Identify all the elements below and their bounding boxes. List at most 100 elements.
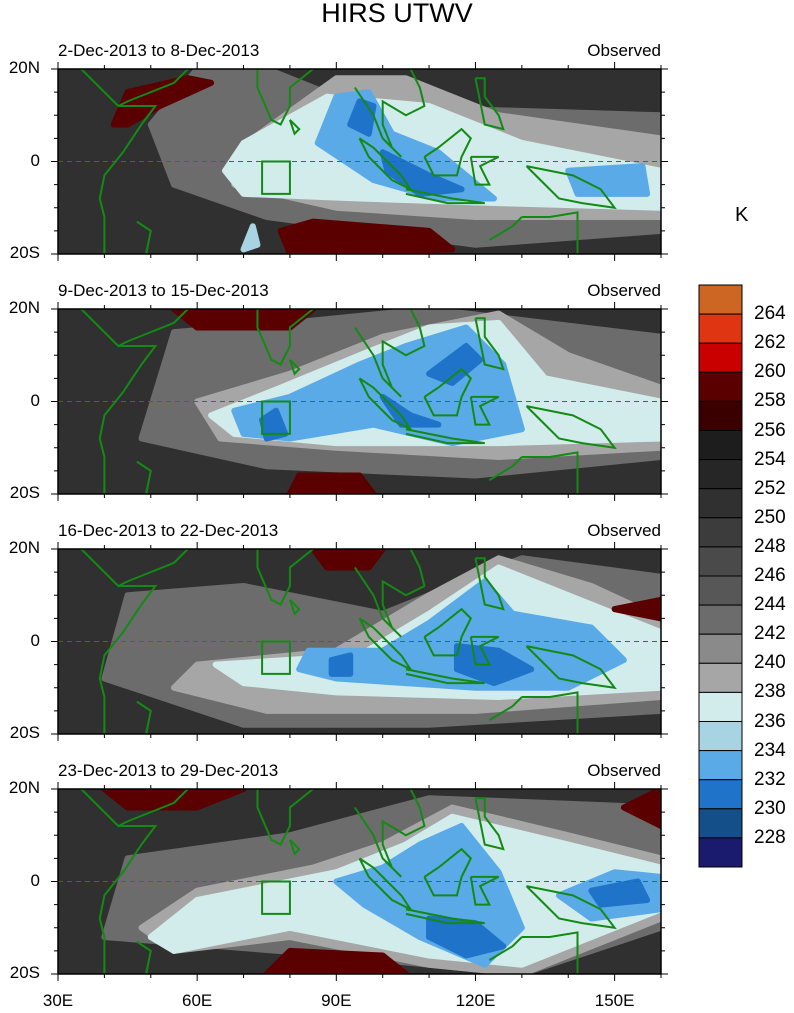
colorbar-swatch (698, 400, 743, 431)
colorbar-swatch (698, 779, 743, 810)
x-tick-label: 60E (182, 991, 213, 1010)
coastline (469, 155, 500, 186)
coastline (354, 789, 426, 878)
colorbar-swatch (698, 313, 743, 344)
colorbar-label: 232 (754, 768, 786, 790)
index-box (261, 400, 291, 435)
y-tick-label: 20N (8, 778, 40, 797)
colorbar-label: 252 (754, 477, 786, 499)
index-box (261, 640, 291, 675)
y-tick-label: 0 (30, 150, 40, 170)
x-tick-label: 90E (321, 991, 352, 1010)
panel-label: Observed (587, 41, 661, 60)
coastline (521, 451, 579, 494)
y-tick-label: 20S (9, 243, 40, 262)
coastline (117, 789, 189, 827)
coastline (256, 69, 314, 126)
y-tick-label: 0 (30, 630, 40, 650)
colorbar-swatch (698, 371, 743, 402)
colorbar-swatch (698, 721, 743, 752)
colorbar-label: 244 (754, 594, 786, 616)
y-tick-label: 20N (8, 538, 40, 557)
coastline (474, 77, 505, 131)
panel-period: 2-Dec-2013 to 8-Dec-2013 (58, 41, 260, 60)
coastline (423, 607, 473, 657)
coastline (80, 789, 158, 974)
colorbar-label: 234 (754, 739, 786, 761)
colorbar-swatch (698, 633, 743, 664)
coastline (288, 839, 301, 856)
coastline (405, 908, 485, 925)
coastline (488, 936, 523, 961)
panel-label: Observed (587, 521, 661, 540)
index-box (261, 880, 291, 915)
colorbar-label: 240 (754, 652, 786, 674)
colorbar-swatch (698, 575, 743, 606)
colorbar-swatch (698, 430, 743, 461)
contour-region (611, 596, 661, 622)
coastline (423, 847, 473, 897)
coastline (521, 931, 579, 974)
contour-region (263, 947, 409, 974)
coastline (136, 460, 152, 494)
colorbar-swatch (698, 459, 743, 490)
coastline (288, 119, 301, 136)
index-box (261, 160, 291, 195)
panel-period: 9-Dec-2013 to 15-Dec-2013 (58, 281, 269, 300)
coastline (474, 317, 505, 371)
colorbar-label: 264 (754, 303, 786, 325)
map-panel (51, 782, 668, 981)
colorbar-label: 238 (754, 681, 786, 703)
colorbar-label: 254 (754, 448, 786, 470)
colorbar-swatch (698, 604, 743, 635)
colorbar-label: 256 (754, 419, 786, 441)
colorbar-swatch (698, 488, 743, 519)
x-tick-label: 150E (594, 991, 635, 1010)
colorbar-swatch (698, 662, 743, 693)
contour-region (620, 789, 661, 829)
coastline (521, 211, 579, 254)
contour-region (110, 75, 215, 128)
coastline (405, 668, 485, 685)
contour-region (379, 149, 465, 197)
colorbar-swatch (698, 517, 743, 548)
coastline (80, 309, 158, 494)
colorbar-label: 228 (754, 826, 786, 848)
coastline (488, 696, 523, 721)
x-tick-label: 30E (42, 991, 74, 1010)
coastline (474, 557, 505, 611)
coastline (469, 635, 500, 666)
coastline (136, 940, 152, 974)
panel-label: Observed (587, 281, 661, 300)
coastline (117, 549, 189, 587)
coastline (423, 127, 473, 177)
colorbar-label: 262 (754, 332, 786, 354)
map-panel (51, 62, 668, 261)
map-panel (51, 302, 668, 501)
panel-period: 16-Dec-2013 to 22-Dec-2013 (58, 521, 279, 540)
coastline (525, 645, 617, 690)
coastline (469, 395, 500, 426)
colorbar-label: 230 (754, 797, 786, 819)
coastline (405, 428, 485, 445)
contour-region (379, 393, 442, 428)
coastline (525, 885, 617, 930)
coastline (423, 367, 473, 417)
colorbar-swatch (698, 750, 743, 781)
coastline (80, 549, 158, 734)
colorbar-swatch (698, 808, 743, 839)
contour-region (588, 878, 651, 908)
colorbar-label: 260 (754, 361, 786, 383)
y-tick-label: 0 (30, 390, 40, 410)
colorbar-swatch (698, 691, 743, 723)
contour-region (426, 343, 484, 386)
coastline (354, 549, 426, 638)
contour-region (565, 163, 651, 197)
contour-region (286, 472, 377, 494)
coastline (488, 456, 523, 481)
coastline (354, 309, 426, 398)
contour-region (277, 218, 456, 254)
contour-region (328, 652, 354, 677)
contour-region (453, 643, 535, 687)
